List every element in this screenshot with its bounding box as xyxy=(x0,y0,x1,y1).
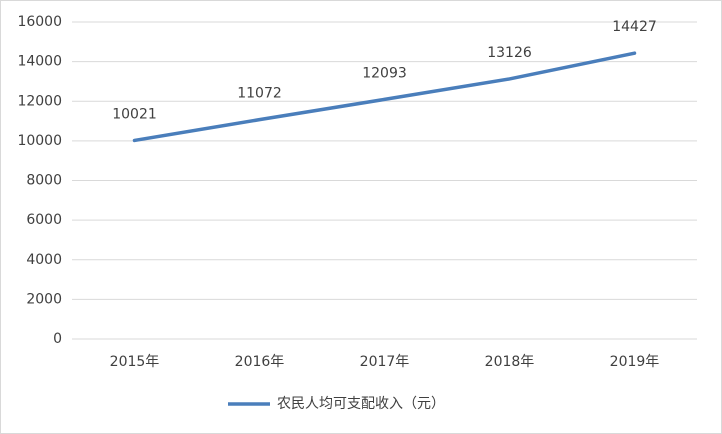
y-tick-label: 14000 xyxy=(17,54,62,70)
y-tick-label: 6000 xyxy=(26,212,62,228)
data-label: 10021 xyxy=(112,106,157,122)
data-label: 14427 xyxy=(612,19,657,35)
series-line xyxy=(132,51,637,143)
y-tick-label: 10000 xyxy=(17,133,62,149)
y-tick-label: 12000 xyxy=(17,93,62,109)
x-tick-label: 2019年 xyxy=(610,354,660,370)
x-tick-label: 2018年 xyxy=(485,354,535,370)
y-tick-label: 0 xyxy=(53,331,62,347)
x-tick-label: 2017年 xyxy=(360,354,410,370)
legend-label: 农民人均可支配收入（元） xyxy=(277,396,445,412)
data-label: 12093 xyxy=(362,65,407,81)
data-label: 11072 xyxy=(237,86,282,102)
y-tick-label: 16000 xyxy=(17,14,62,30)
y-tick-label: 4000 xyxy=(26,252,62,268)
y-tick-label: 8000 xyxy=(26,173,62,189)
x-tick-label: 2015年 xyxy=(110,354,160,370)
data-label: 13126 xyxy=(487,45,532,61)
y-tick-label: 2000 xyxy=(26,291,62,307)
x-tick-label: 2016年 xyxy=(235,354,285,370)
